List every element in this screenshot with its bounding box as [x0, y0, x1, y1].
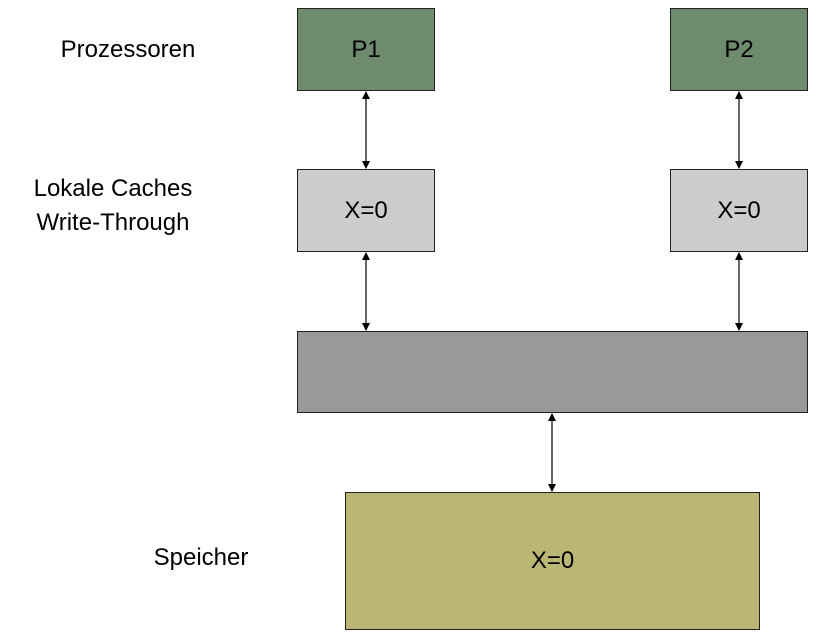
- processor-p2: P2: [670, 8, 808, 91]
- processors-label: Prozessoren: [60, 36, 196, 63]
- caches-label: Lokale Caches Write-Through: [13, 172, 213, 240]
- memory-box: X=0: [345, 492, 760, 630]
- cache-p2: X=0: [670, 169, 808, 252]
- caches-label-line2: Write-Through: [36, 209, 190, 236]
- processor-p1: P1: [297, 8, 435, 91]
- cache-p1: X=0: [297, 169, 435, 252]
- bus: [297, 331, 808, 413]
- caches-label-line1: Lokale Caches: [33, 175, 193, 202]
- memory-label: Speicher: [153, 544, 249, 571]
